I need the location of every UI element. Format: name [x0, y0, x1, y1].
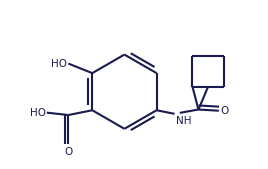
Text: HO: HO [29, 108, 46, 118]
Text: O: O [64, 147, 72, 157]
Text: O: O [220, 106, 229, 116]
Text: NH: NH [176, 116, 191, 126]
Text: HO: HO [51, 58, 67, 69]
